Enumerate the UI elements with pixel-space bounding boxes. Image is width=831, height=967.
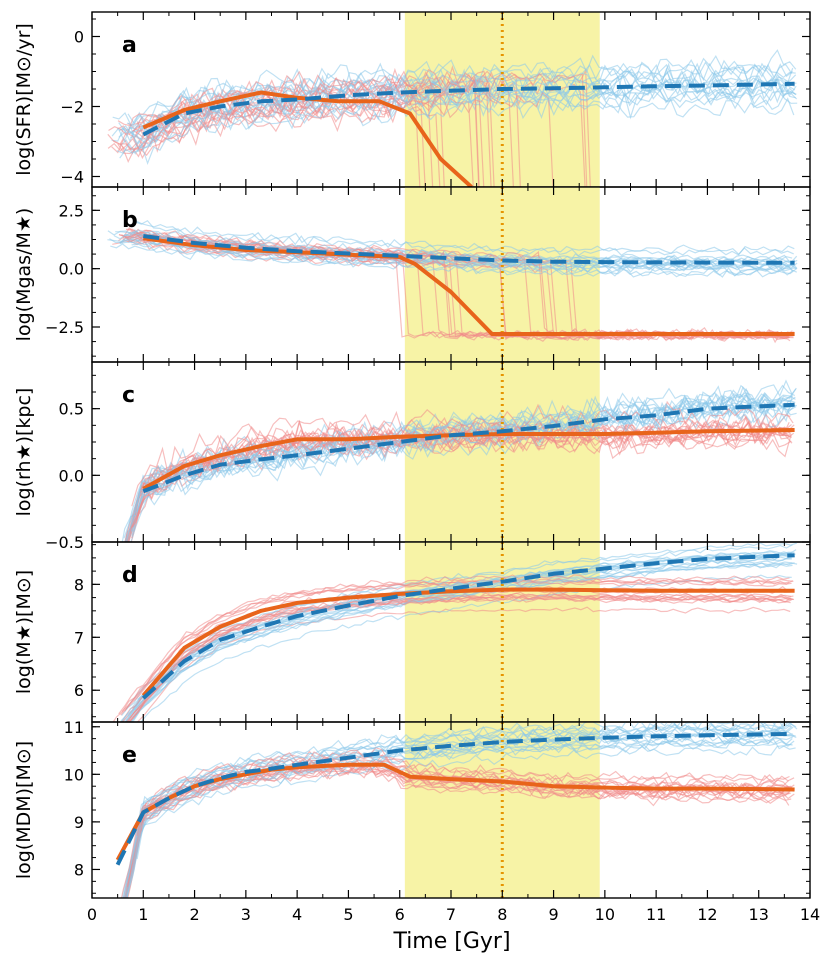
median-lines (143, 234, 795, 336)
y-tick-label: 10 (64, 765, 84, 784)
starforming-track (119, 87, 798, 159)
x-tick-label: 3 (241, 905, 251, 924)
starforming-track (135, 219, 794, 257)
x-tick-label: 1 (138, 905, 148, 924)
starforming-median-line (143, 234, 795, 265)
panel-c: −0.5 0.0 0.5 c log(rh★)[kpc] (13, 361, 811, 552)
starforming-track (126, 737, 795, 898)
quenched-median-line (141, 587, 795, 697)
quenched-track (124, 419, 792, 542)
x-tick-label: 9 (548, 905, 558, 924)
y-tick-label: 0.5 (59, 400, 84, 419)
panel-d: 6 7 8 d log(M★)[M⊙] (13, 541, 811, 723)
quenched-track (121, 578, 793, 712)
quenched-track (131, 400, 791, 507)
quenched-track (127, 766, 790, 898)
x-tick-label: 0 (87, 905, 97, 924)
starforming-track (137, 549, 797, 700)
panels-group: −4 −2 0 a log(SFR)[M⊙/yr] −2.5 0.0 2.5 b log(Mgas… (13, 11, 820, 924)
panel-letter: b (122, 208, 138, 233)
y-tick-label: 0.0 (59, 466, 84, 485)
quenched-track (107, 91, 421, 187)
panel-letter: e (122, 743, 137, 768)
x-tick-label: 11 (646, 905, 666, 924)
starforming-track (125, 542, 798, 710)
median-lines (141, 553, 795, 700)
quenched-track (113, 95, 426, 187)
panel-letter: a (122, 33, 137, 58)
x-tick-label: 12 (697, 905, 717, 924)
y-axis-label: log(SFR)[M⊙/yr] (13, 23, 35, 176)
starforming-median-line (142, 81, 795, 137)
x-tick-label: 4 (292, 905, 302, 924)
panel-e: 8 9 10 11 e log(MDM)[M⊙] (13, 718, 811, 899)
quenched-track (127, 595, 792, 722)
y-tick-label: −2.5 (45, 318, 84, 337)
x-tick-label: 7 (446, 905, 456, 924)
starforming-track (131, 562, 793, 722)
y-axis-label: log(Mgas/M★) (13, 208, 35, 342)
quenched-track (120, 747, 795, 898)
y-tick-label: −0.5 (45, 533, 84, 552)
quenched-median-line (143, 236, 795, 336)
quenched-track (136, 606, 791, 722)
y-tick-label: 8 (74, 575, 84, 594)
x-tick-label: 8 (497, 905, 507, 924)
panel-a: −4 −2 0 a log(SFR)[M⊙/yr] (13, 11, 811, 188)
starforming-track (115, 230, 793, 262)
x-tick-label: 13 (749, 905, 769, 924)
y-tick-label: 9 (74, 813, 84, 832)
quenched-track (129, 753, 790, 872)
y-tick-label: 8 (74, 860, 84, 879)
starforming-track (136, 745, 796, 860)
starforming-track (126, 735, 793, 898)
y-tick-label: 0 (74, 28, 84, 47)
median-lines (142, 81, 795, 187)
quenched-track (125, 593, 795, 722)
y-tick-label: 2.5 (59, 201, 84, 220)
starforming-median-line (115, 731, 795, 866)
quenched-track (111, 91, 474, 187)
y-tick-label: −4 (60, 168, 84, 187)
y-axis-label: log(rh★)[kpc] (13, 388, 35, 517)
y-axis-label: log(M★)[M⊙] (13, 570, 35, 694)
y-tick-label: 6 (74, 681, 84, 700)
panel-b: −2.5 0.0 2.5 b log(Mgas/M★) (13, 186, 811, 363)
starforming-track (121, 722, 794, 898)
x-tick-label: 10 (595, 905, 615, 924)
starforming-track (123, 384, 796, 539)
quenched-track (125, 770, 792, 898)
y-tick-label: −2 (60, 98, 84, 117)
panel-letter: d (122, 563, 138, 588)
quenched-track (108, 68, 588, 187)
median-lines (142, 402, 795, 494)
starforming-track (135, 220, 795, 256)
x-tick-label: 14 (800, 905, 820, 924)
y-tick-label: 7 (74, 628, 84, 647)
median-lines (115, 731, 795, 866)
quenched-track (117, 91, 554, 187)
starforming-track (111, 81, 796, 150)
y-tick-label: 0.0 (59, 260, 84, 279)
panel-letter: c (122, 383, 135, 408)
y-axis-label: log(MDM)[M⊙] (13, 741, 35, 879)
quenched-track (125, 762, 791, 898)
quenched-track (118, 573, 790, 715)
y-tick-label: 11 (64, 718, 84, 737)
starforming-median-line (142, 402, 795, 494)
starforming-median-line (141, 553, 795, 700)
quenched-median-line (142, 428, 795, 491)
starforming-track (127, 551, 793, 717)
starforming-track (112, 49, 797, 127)
x-tick-label: 2 (189, 905, 199, 924)
x-axis-label: Time [Gyr] (392, 929, 510, 954)
x-tick-label: 5 (343, 905, 353, 924)
x-tick-label: 6 (395, 905, 405, 924)
starforming-track (126, 723, 793, 882)
starforming-track (110, 243, 794, 278)
